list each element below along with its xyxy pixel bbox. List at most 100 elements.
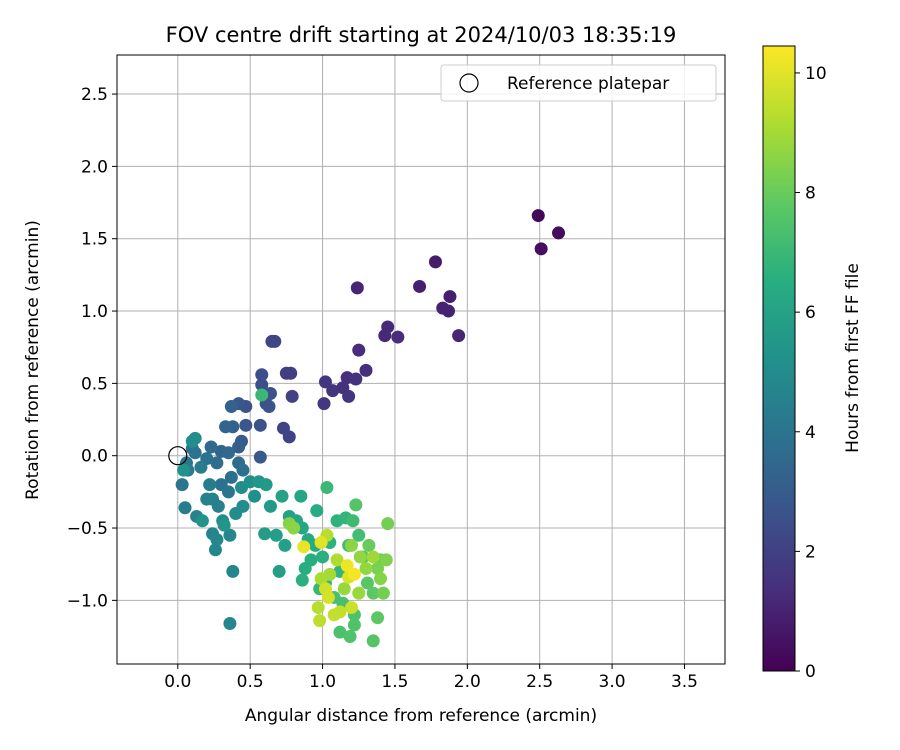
data-point <box>255 368 269 382</box>
data-point <box>371 611 385 625</box>
data-point <box>352 343 366 357</box>
x-tick-label: 3.5 <box>671 672 698 692</box>
y-tick-label: 0.5 <box>81 374 108 394</box>
data-point <box>379 553 393 567</box>
data-point <box>333 605 347 619</box>
y-axis-label: Rotation from reference (arcmin) <box>23 220 43 500</box>
data-point <box>236 499 250 513</box>
data-point <box>326 384 340 398</box>
data-point <box>236 463 250 477</box>
colorbar-tick-label: 6 <box>805 303 816 323</box>
y-tick-label: 0.0 <box>81 447 108 467</box>
data-point <box>350 281 364 295</box>
data-point <box>204 440 218 454</box>
data-point <box>219 420 233 434</box>
x-tick-label: 2.5 <box>526 672 553 692</box>
data-point <box>442 304 456 318</box>
data-point <box>275 489 289 503</box>
data-point <box>253 418 267 432</box>
data-point <box>255 388 269 402</box>
data-point <box>360 576 374 590</box>
y-tick-label: −0.5 <box>67 519 108 539</box>
x-axis-label: Angular distance from reference (arcmin) <box>245 706 597 726</box>
data-point <box>294 489 308 503</box>
data-point <box>232 440 246 454</box>
data-point <box>362 538 376 552</box>
data-point <box>342 389 356 403</box>
colorbar-ticks: 0 2 4 6 8 10 <box>795 64 827 682</box>
data-point <box>452 329 466 343</box>
data-point <box>353 550 367 564</box>
plot-frame <box>116 54 726 665</box>
x-tick-label: 1.0 <box>309 672 336 692</box>
legend-entry-label: Reference platepar <box>507 74 669 94</box>
data-point <box>347 618 361 632</box>
data-point <box>552 226 566 240</box>
data-point <box>321 590 335 604</box>
data-point <box>298 562 312 576</box>
data-point <box>345 601 359 615</box>
data-point <box>285 389 299 403</box>
data-point <box>223 616 237 630</box>
data-point <box>337 582 351 596</box>
data-point <box>311 601 325 615</box>
data-point <box>253 450 267 464</box>
legend-box <box>440 64 717 102</box>
data-point <box>258 527 272 541</box>
data-point <box>359 562 373 576</box>
data-point <box>175 478 189 492</box>
data-point <box>343 630 357 644</box>
data-point <box>282 430 296 444</box>
data-point <box>178 501 192 515</box>
data-point <box>316 550 330 564</box>
y-tick-label: 2.5 <box>81 85 108 105</box>
data-point <box>269 528 283 542</box>
data-point <box>349 498 363 512</box>
data-point <box>268 334 282 348</box>
y-tick-label: −1.0 <box>67 591 108 611</box>
data-point <box>221 446 235 460</box>
data-point <box>210 456 224 470</box>
data-point <box>534 242 548 256</box>
data-point <box>272 564 286 578</box>
colorbar-tick-label: 2 <box>805 542 816 562</box>
y-tick-label: 2.0 <box>81 157 108 177</box>
data-point <box>366 634 380 648</box>
data-point <box>208 543 222 557</box>
data-point <box>366 550 380 564</box>
colorbar-label: Hours from first FF file <box>843 263 863 453</box>
data-point <box>314 535 328 549</box>
data-point <box>318 375 332 389</box>
data-point <box>278 538 292 552</box>
data-point <box>366 586 380 600</box>
data-point <box>347 567 361 581</box>
data-point <box>211 499 225 513</box>
data-point <box>194 460 208 474</box>
colorbar-tick-label: 10 <box>805 64 827 84</box>
data-points <box>175 209 566 648</box>
colorbar-tick-label: 4 <box>805 423 816 443</box>
colorbar-tick-label: 8 <box>805 184 816 204</box>
data-point <box>284 366 298 380</box>
legend-circle-icon <box>459 73 479 93</box>
colorbar-gradient <box>762 45 796 672</box>
data-point <box>239 418 253 432</box>
data-point <box>413 279 427 293</box>
data-point <box>223 528 237 542</box>
data-point <box>317 397 331 411</box>
data-point <box>295 573 309 587</box>
data-point <box>371 562 385 576</box>
data-point <box>221 485 235 499</box>
data-point <box>330 553 344 567</box>
data-point <box>349 372 363 386</box>
data-point <box>224 470 238 484</box>
data-point <box>203 478 217 492</box>
data-point <box>359 363 373 377</box>
reference-marker-group <box>168 446 188 466</box>
y-tick-label: 1.5 <box>81 230 108 250</box>
data-point <box>381 517 395 531</box>
data-point <box>340 559 354 573</box>
data-point <box>376 586 390 600</box>
x-tick-label: 0.0 <box>164 672 191 692</box>
